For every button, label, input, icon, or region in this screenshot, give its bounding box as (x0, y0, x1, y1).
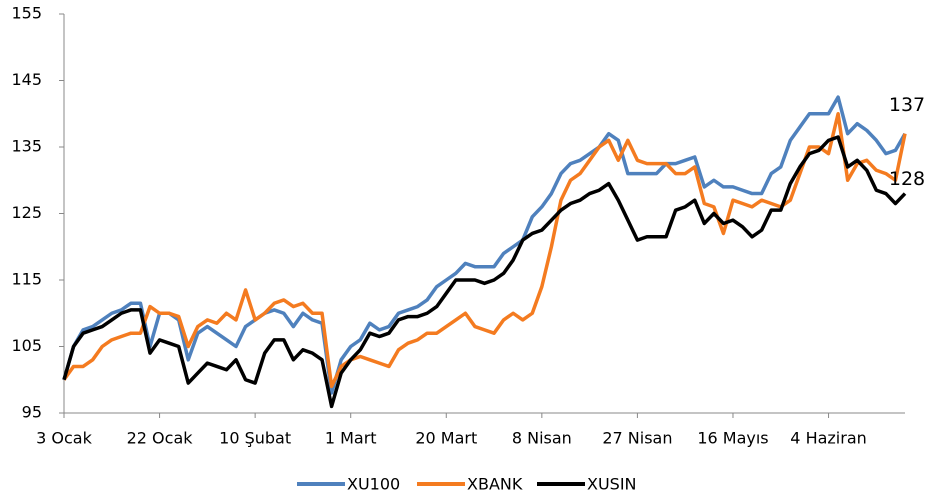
y-tick-label: 95 (22, 403, 42, 422)
x-tick-label: 22 Ocak (127, 429, 194, 448)
series-line (62, 95, 907, 395)
x-tick-label: 8 Nisan (512, 429, 572, 448)
y-tick-label: 135 (11, 137, 42, 156)
x-tick-label: 3 Ocak (36, 429, 92, 448)
x-tick-label: 10 Şubat (219, 429, 291, 448)
series-line (62, 135, 907, 409)
legend-label: XBANK (467, 475, 523, 494)
series-line (62, 112, 907, 389)
data-label: 137 (889, 94, 925, 116)
y-tick-label: 105 (11, 336, 42, 355)
x-tick-label: 27 Nisan (602, 429, 672, 448)
x-tick-label: 1 Mart (325, 429, 377, 448)
y-tick-label: 115 (11, 270, 42, 289)
legend-label: XU100 (347, 475, 400, 494)
x-tick-label: 20 Mart (415, 429, 477, 448)
y-tick-label: 125 (11, 203, 42, 222)
y-tick-label: 145 (11, 70, 42, 89)
data-label: 128 (889, 168, 925, 190)
legend-label: XUSIN (587, 475, 637, 494)
x-tick-label: 4 Haziran (790, 429, 866, 448)
x-tick-label: 16 Mayıs (697, 429, 768, 448)
y-tick-label: 155 (11, 4, 42, 23)
